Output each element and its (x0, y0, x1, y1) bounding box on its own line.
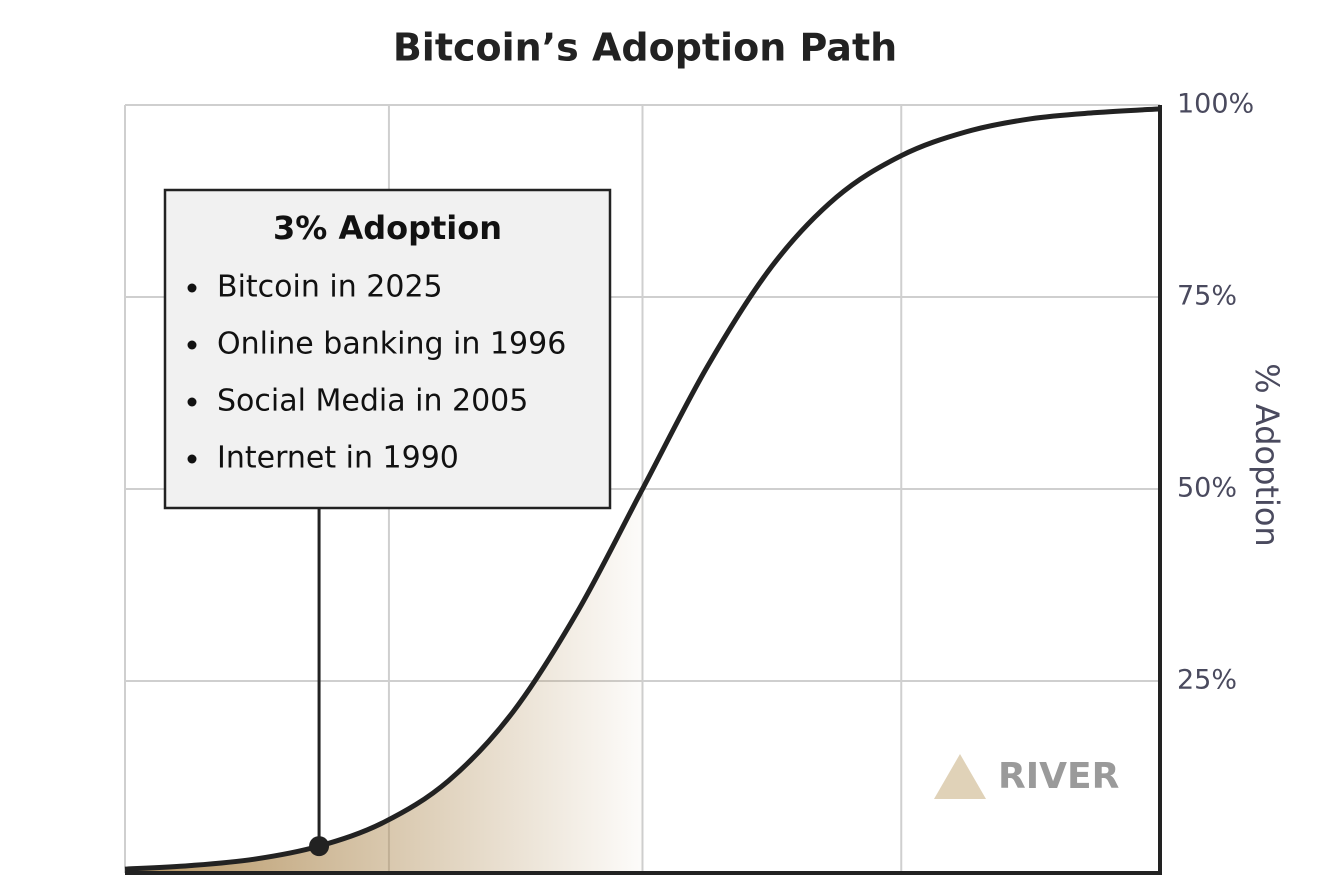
logo-icon (934, 754, 986, 799)
bullet (187, 454, 197, 464)
annotation-item: Internet in 1990 (217, 441, 459, 476)
bullet (187, 340, 197, 350)
watermark: RIVER (934, 754, 1119, 799)
y-tick-label: 25% (1177, 665, 1237, 696)
chart-title: Bitcoin’s Adoption Path (393, 26, 897, 70)
logo-text: RIVER (998, 756, 1119, 797)
annotation-item: Bitcoin in 2025 (217, 270, 443, 305)
bullet (187, 397, 197, 407)
annotation-title: 3% Adoption (273, 209, 502, 247)
y-tick-label: 100% (1177, 89, 1254, 120)
y-axis-label: % Adoption (1248, 363, 1286, 546)
y-tick-label: 50% (1177, 473, 1237, 504)
shaded-area (125, 489, 643, 873)
bullet (187, 283, 197, 293)
annotation-item: Social Media in 2005 (217, 384, 528, 419)
y-tick-label: 75% (1177, 281, 1237, 312)
annotation-box (163, 188, 612, 510)
annotation-item: Online banking in 1996 (217, 327, 566, 362)
highlight-point (309, 836, 330, 857)
